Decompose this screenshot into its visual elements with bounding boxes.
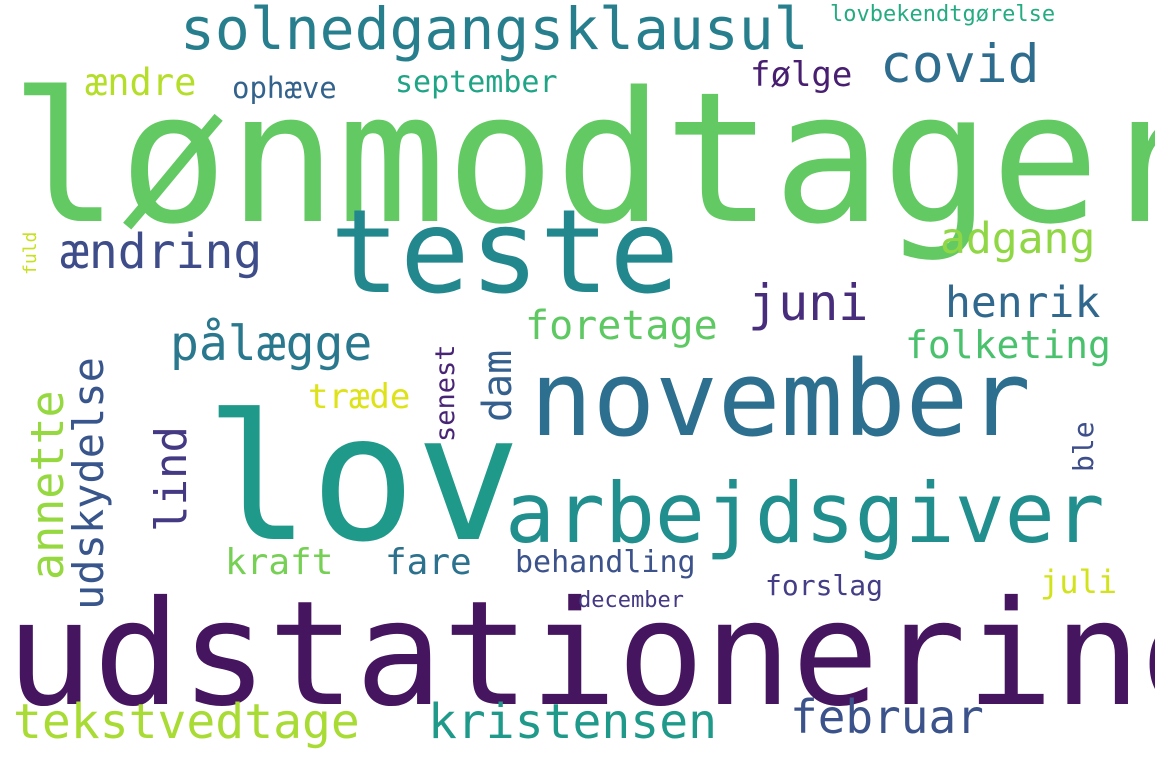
word-ophaeve: ophæve [232,71,337,105]
word-aendre: ændre [85,61,197,104]
word-lov: lov [205,378,522,581]
word-juni: juni [748,274,869,332]
word-foretage: foretage [525,303,718,349]
word-traede: træde [308,377,411,417]
word-tekstvedtage: tekstvedtage [13,694,360,750]
word-aendring: ændring [60,224,263,280]
word-september: september [395,65,558,100]
word-henrik: henrik [945,278,1101,328]
word-november: november [530,338,1031,460]
word-juli: juli [1040,563,1118,601]
word-covid: covid [880,34,1040,95]
word-fuld: fuld [20,231,41,275]
word-teste: teste [330,185,680,320]
word-forslag: forslag [765,569,884,602]
word-adgang: adgang [940,214,1096,264]
word-fare: fare [385,542,472,583]
word-arbejdsgiver: arbejdsgiver [505,465,1105,562]
word-lovbekendtgorelse: lovbekendtgørelse [830,2,1056,27]
word-annette: annette [21,390,74,580]
word-februar: februar [790,690,984,744]
word-dam: dam [475,349,521,422]
word-kraft: kraft [225,542,334,583]
word-udskydelse: udskydelse [64,357,113,610]
word-folketing: folketing [905,323,1111,367]
word-behandling: behandling [515,545,696,580]
word-kristensen: kristensen [428,694,717,750]
word-lonmodtager: lønmodtager [10,53,1155,264]
word-lind: lind [146,426,197,532]
word-palaegge: pålægge [170,316,373,372]
word-ble: ble [1067,421,1100,472]
word-solnedgangsklausul: solnedgangsklausul [180,0,809,63]
word-folge: følge [750,55,853,95]
word-udstationering: udstationering [6,570,1155,739]
word-senest: senest [430,344,461,442]
word-december: december [578,588,684,613]
